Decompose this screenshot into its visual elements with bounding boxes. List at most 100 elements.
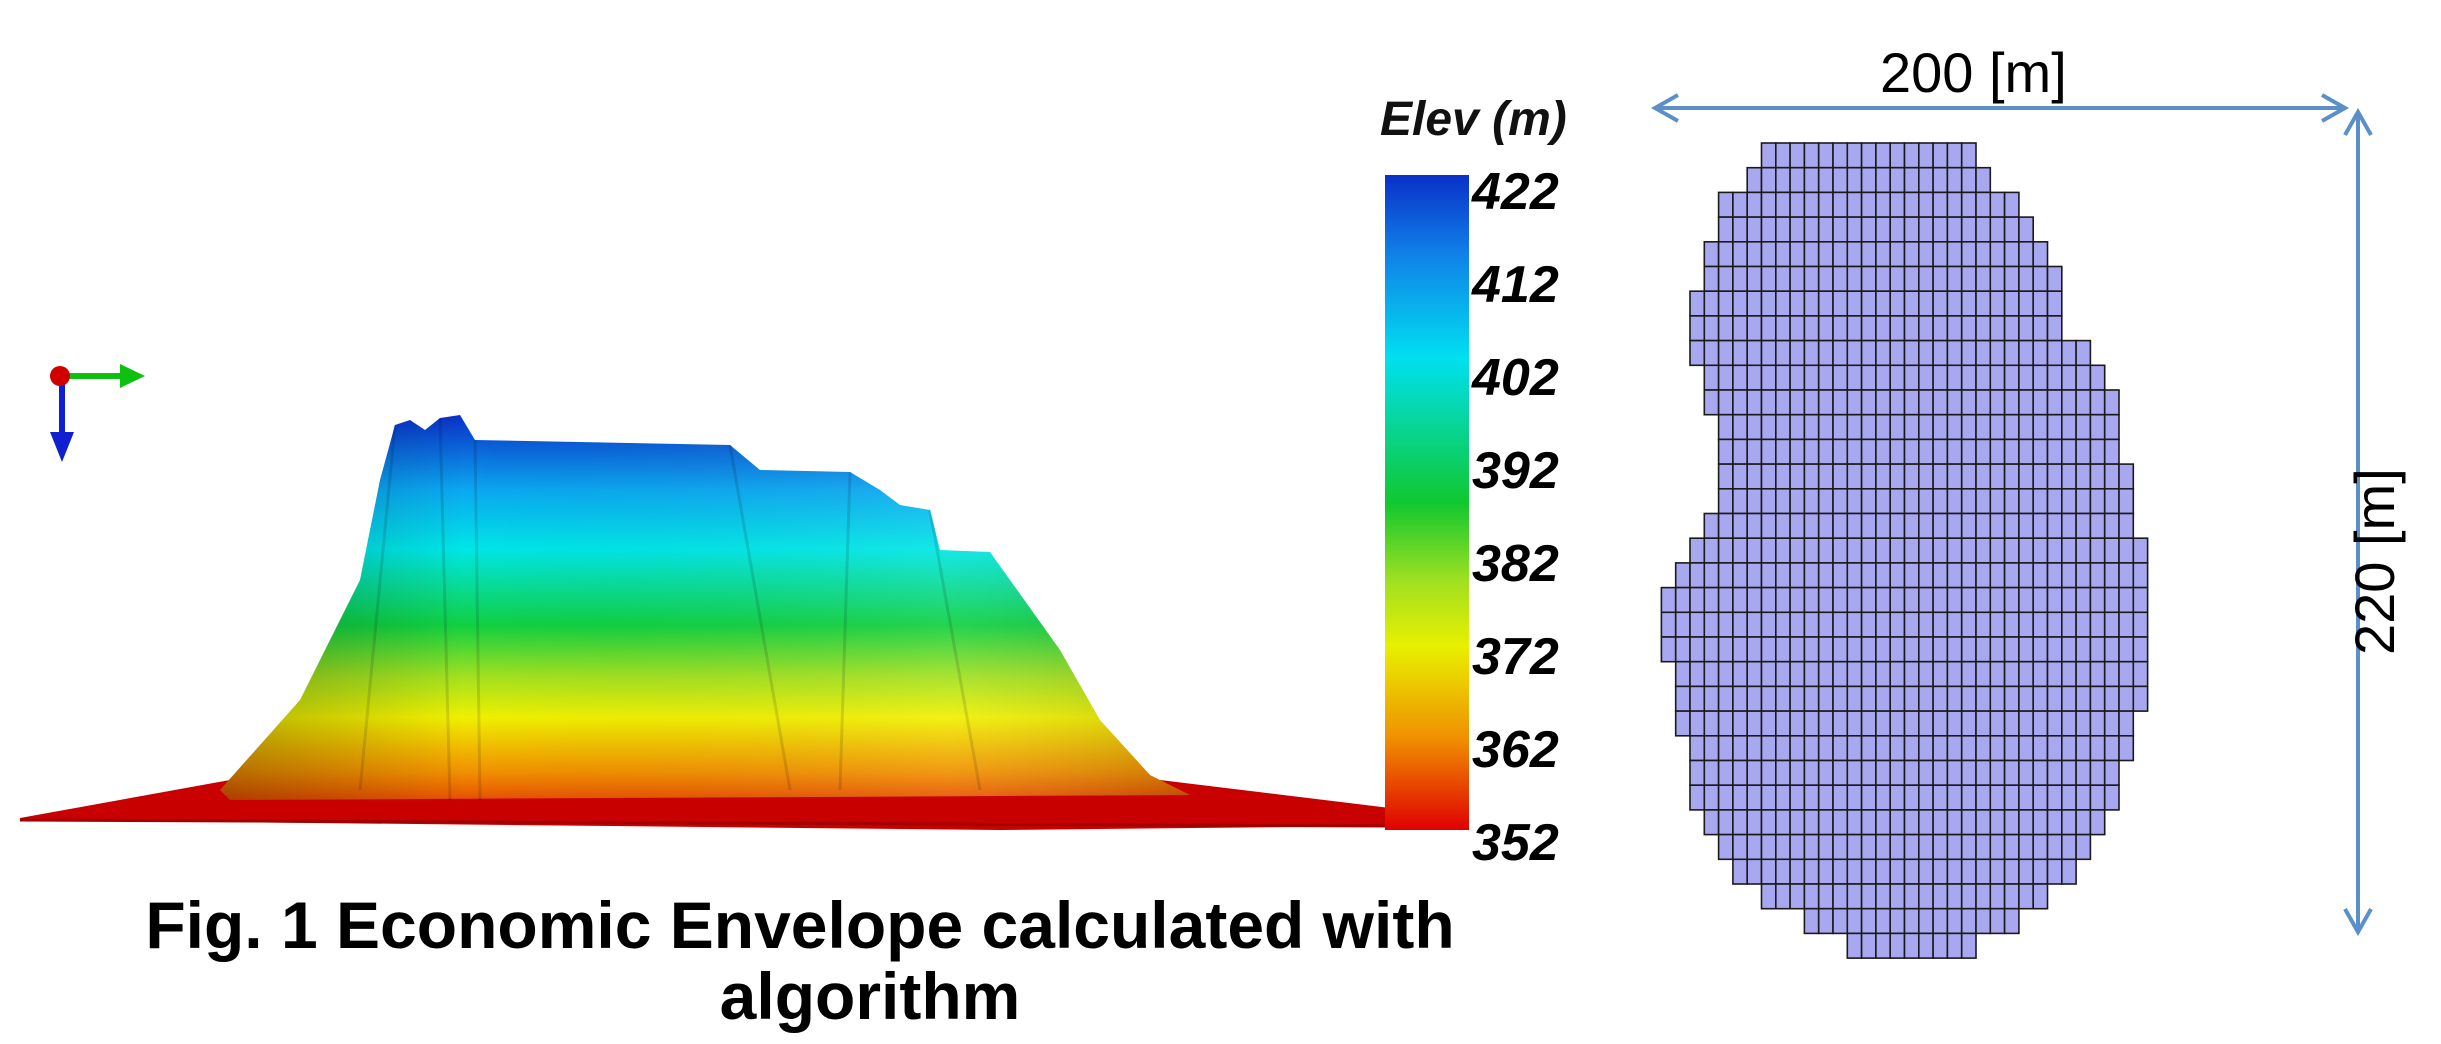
footprint-cell xyxy=(1717,809,1734,836)
footprint-cell xyxy=(1775,438,1791,465)
footprint-cell xyxy=(1760,759,1777,787)
footprint-cell xyxy=(1975,487,1992,515)
footprint-cell xyxy=(2103,586,2120,614)
footprint-cell xyxy=(2018,586,2035,614)
footprint-cell xyxy=(1946,438,1963,465)
footprint-cell xyxy=(2032,463,2049,490)
footprint-cell xyxy=(2061,512,2077,540)
footprint-cell xyxy=(1817,191,1834,218)
footprint-cell xyxy=(2003,907,2020,935)
footprint-cell xyxy=(1760,858,1777,885)
footprint-cell xyxy=(2003,512,2020,540)
footprint-cell xyxy=(1846,463,1863,490)
footprint-cell xyxy=(1960,685,1977,712)
footprint-cell xyxy=(1932,833,1949,861)
footprint-cell xyxy=(1989,784,2006,811)
footprint-cell xyxy=(1803,142,1820,169)
footprint-cell xyxy=(2003,685,2020,712)
footprint-cell xyxy=(1789,759,1806,787)
footprint-cell xyxy=(1946,191,1963,218)
footprint-cell xyxy=(1846,636,1863,663)
footprint-cell xyxy=(1860,833,1877,861)
footprint-cell xyxy=(1875,315,1892,342)
figure-caption: Fig. 1 Economic Envelope calculated with… xyxy=(0,889,1600,1033)
footprint-cell xyxy=(1946,660,1963,688)
footprint-cell xyxy=(2046,438,2063,465)
footprint-cell xyxy=(2032,759,2049,787)
footprint-cell xyxy=(1789,512,1806,540)
footprint-cell xyxy=(2046,512,2063,540)
footprint-cell xyxy=(1889,833,1906,861)
footprint-cell xyxy=(2089,660,2106,688)
footprint-cell xyxy=(1732,241,1749,268)
footprint-cell xyxy=(2103,685,2120,712)
footprint-cell xyxy=(2003,438,2020,465)
footprint-cell xyxy=(2003,463,2020,490)
footprint-cell xyxy=(1832,537,1849,564)
footprint-cell xyxy=(1860,487,1877,515)
footprint-cell xyxy=(1960,710,1977,737)
footprint-cell xyxy=(2075,784,2092,811)
footprint-cell xyxy=(1875,537,1892,564)
footprint-cell xyxy=(1918,562,1934,589)
footprint-cell xyxy=(2032,438,2049,465)
footprint-cell xyxy=(1932,586,1949,614)
footprint-cell xyxy=(1975,537,1992,564)
footprint-cell xyxy=(1732,784,1749,811)
footprint-cell xyxy=(1846,265,1863,293)
footprint-cell xyxy=(2046,586,2063,614)
footprint-cell xyxy=(1789,290,1806,317)
footprint-cell xyxy=(1760,685,1777,712)
footprint-cell xyxy=(1932,512,1949,540)
footprint-cell xyxy=(2103,463,2120,490)
footprint-cell xyxy=(1889,216,1906,243)
footprint-cell xyxy=(1832,636,1849,663)
footprint-cell xyxy=(2061,784,2077,811)
footprint-cell xyxy=(1932,438,1949,465)
footprint-cell xyxy=(2089,389,2106,416)
footprint-cell xyxy=(2075,734,2092,762)
footprint-cell xyxy=(2075,685,2092,712)
footprint-cell xyxy=(1746,512,1763,540)
footprint-cell xyxy=(1846,759,1863,787)
footprint-cell xyxy=(1860,339,1877,367)
footprint-cell xyxy=(2018,339,2035,367)
footprint-cell xyxy=(2103,759,2120,787)
footprint-cell xyxy=(1860,809,1877,836)
footprint-cell xyxy=(2075,389,2092,416)
footprint-cell xyxy=(1746,166,1763,194)
footprint-cell xyxy=(1889,438,1906,465)
footprint-cell xyxy=(1817,216,1834,243)
footprint-cell xyxy=(1918,265,1934,293)
footprint-cell xyxy=(1746,784,1763,811)
footprint-cell xyxy=(1860,389,1877,416)
footprint-cell xyxy=(2103,636,2120,663)
footprint-cell xyxy=(1989,241,2006,268)
footprint-cell xyxy=(1875,562,1892,589)
footprint-cell xyxy=(1960,537,1977,564)
footprint-cell xyxy=(1817,586,1834,614)
footprint-cell xyxy=(1932,487,1949,515)
footprint-cell xyxy=(1803,784,1820,811)
footprint-cell xyxy=(1975,315,1992,342)
footprint-cell xyxy=(1746,339,1763,367)
footprint-cell xyxy=(1775,759,1791,787)
footprint-cell xyxy=(2003,660,2020,688)
footprint-cell xyxy=(1746,809,1763,836)
footprint-cell xyxy=(1717,315,1734,342)
footprint-cell xyxy=(1746,413,1763,441)
footprint-cell xyxy=(1717,636,1734,663)
footprint-cell xyxy=(1989,315,2006,342)
footprint-cell xyxy=(1674,611,1691,638)
footprint-cell xyxy=(1746,759,1763,787)
footprint-cell xyxy=(1717,265,1734,293)
footprint-cell xyxy=(1946,216,1963,243)
footprint-cell xyxy=(1875,611,1892,638)
footprint-cell xyxy=(1889,339,1906,367)
footprint-cell xyxy=(1960,315,1977,342)
footprint-cell xyxy=(1846,562,1863,589)
footprint-cell xyxy=(1803,216,1820,243)
footprint-cell xyxy=(1760,364,1777,391)
footprint-cell xyxy=(1732,562,1749,589)
height-dimension xyxy=(2343,107,2373,937)
